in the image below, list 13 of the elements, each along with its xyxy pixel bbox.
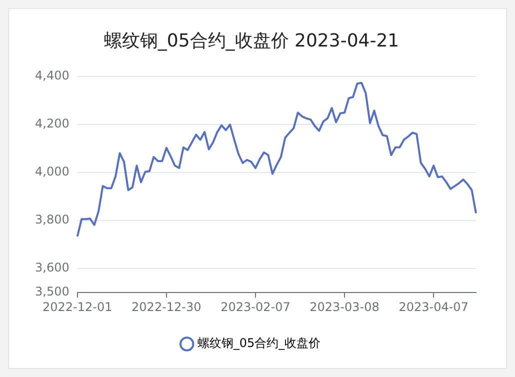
legend-label: 螺纹钢_05合约_收盘价 <box>197 336 321 350</box>
y-tick-label: 4,400 <box>34 68 70 83</box>
y-tick-label: 3,500 <box>34 284 70 299</box>
y-tick-label: 4,000 <box>34 164 70 179</box>
x-tick-label: 2022-12-30 <box>132 300 202 314</box>
x-tick-label: 2023-03-08 <box>310 300 380 314</box>
y-tick-label: 4,200 <box>34 116 70 131</box>
x-tick-label: 2022-12-01 <box>42 300 112 314</box>
x-tick-label: 2023-02-07 <box>220 300 290 314</box>
chart-title: 螺纹钢_05合约_收盘价 2023-04-21 <box>104 30 400 52</box>
y-tick-label: 3,800 <box>34 212 70 227</box>
x-tick-label: 2023-04-07 <box>398 300 468 314</box>
y-tick-label: 3,600 <box>34 260 70 275</box>
